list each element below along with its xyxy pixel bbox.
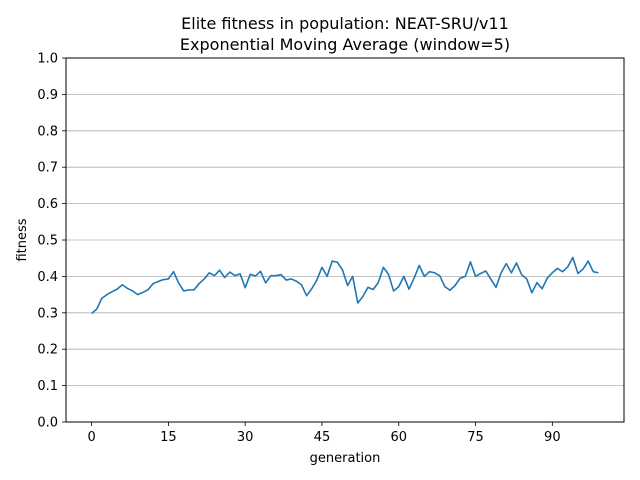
x-tick-label: 45 bbox=[314, 430, 331, 445]
x-axis-label: generation bbox=[310, 451, 381, 466]
y-tick-label: 0.8 bbox=[37, 124, 58, 139]
x-tick-label: 15 bbox=[160, 430, 177, 445]
y-tick-label: 0.7 bbox=[37, 161, 58, 176]
y-tick-label: 1.0 bbox=[37, 52, 58, 67]
y-tick-label: 0.1 bbox=[37, 379, 58, 394]
x-tick-label: 60 bbox=[390, 430, 407, 445]
y-axis-label: fitness bbox=[15, 218, 30, 261]
y-tick-label: 0.2 bbox=[37, 343, 58, 358]
series-line bbox=[91, 256, 599, 315]
chart-title: Elite fitness in population: NEAT-SRU/v1… bbox=[181, 14, 509, 33]
y-tick-label: 0.9 bbox=[37, 88, 58, 103]
y-tick-label: 0.0 bbox=[37, 416, 58, 431]
x-axis: 0 15 30 45 60 75 90 bbox=[87, 422, 561, 445]
y-tick-label: 0.3 bbox=[37, 306, 58, 321]
x-tick-label: 75 bbox=[467, 430, 484, 445]
y-axis: 0.0 0.1 0.2 0.3 0.4 0.5 0.6 0.7 0.8 0.9 1.0 bbox=[37, 52, 66, 431]
y-tick-label: 0.4 bbox=[37, 270, 58, 285]
x-tick-label: 90 bbox=[544, 430, 561, 445]
x-tick-label: 0 bbox=[87, 430, 95, 445]
chart-subtitle: Exponential Moving Average (window=5) bbox=[180, 35, 510, 54]
y-tick-label: 0.5 bbox=[37, 234, 58, 249]
series-layer bbox=[91, 256, 599, 315]
x-tick-label: 30 bbox=[237, 430, 254, 445]
y-tick-label: 0.6 bbox=[37, 197, 58, 212]
